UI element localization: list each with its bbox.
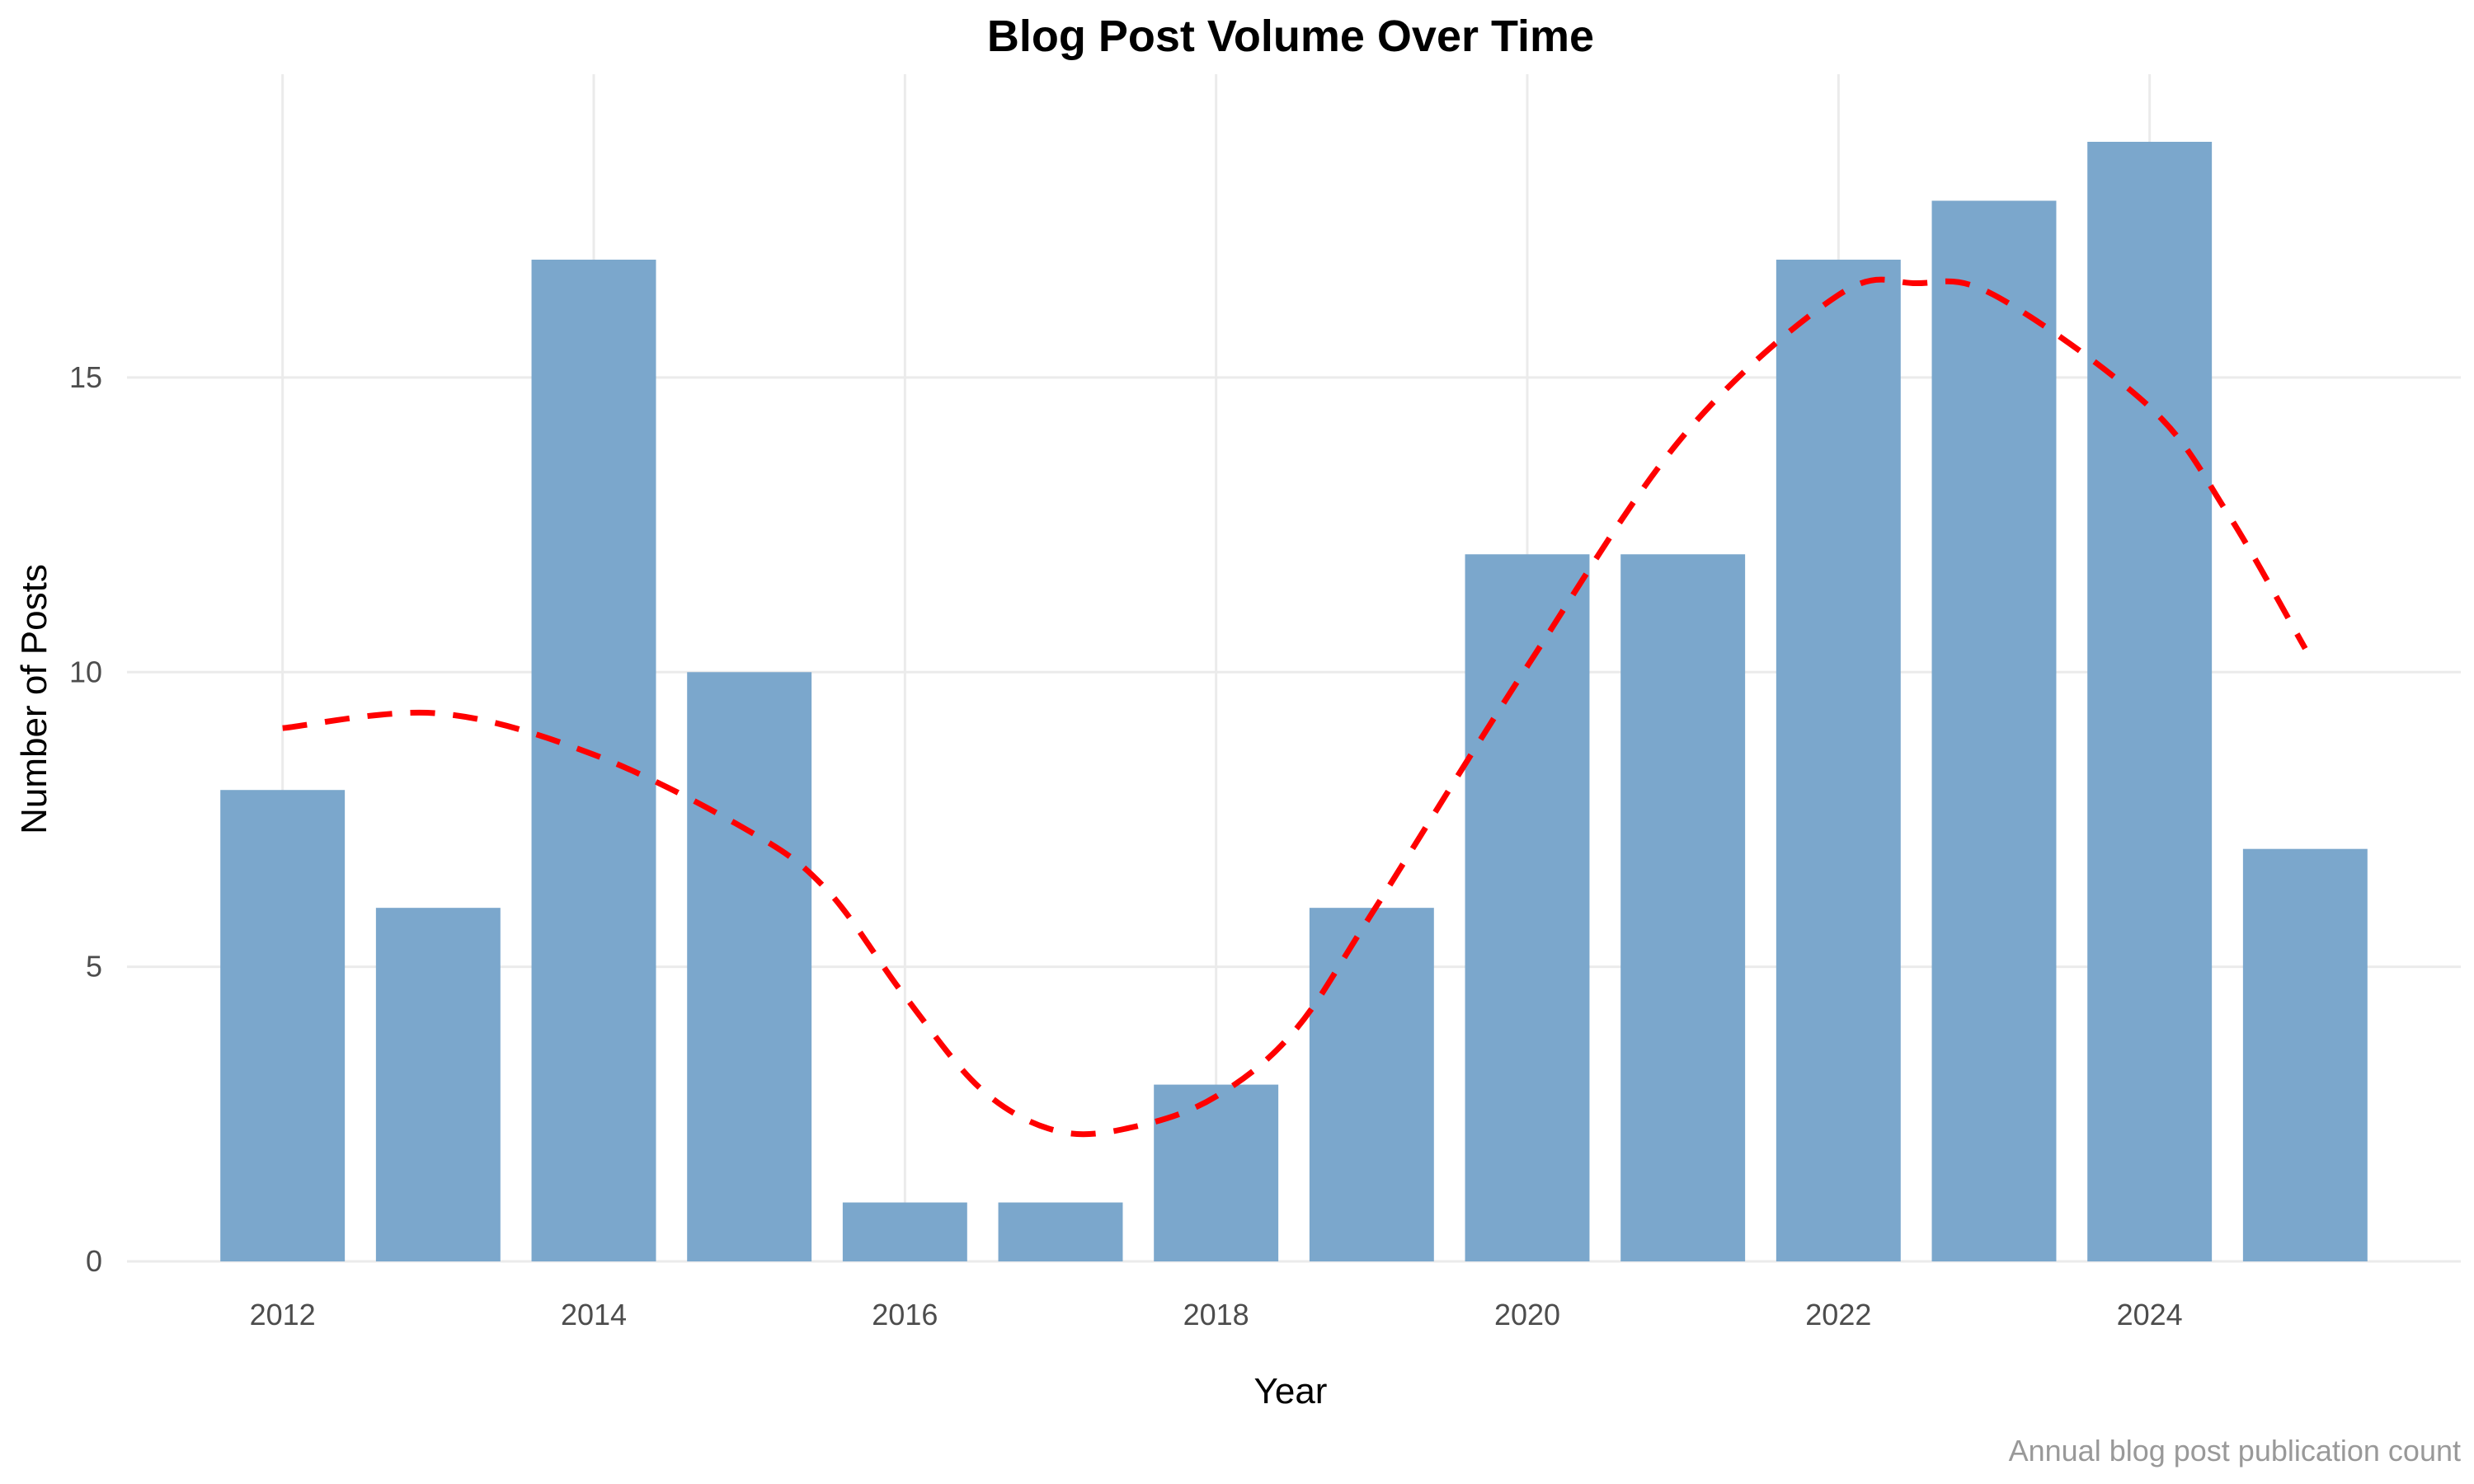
y-tick-label: 15 — [69, 360, 102, 394]
bar-2015 — [687, 672, 812, 1261]
bar-2017 — [998, 1202, 1123, 1261]
x-tick-label: 2016 — [872, 1298, 938, 1331]
x-tick-label: 2014 — [561, 1298, 627, 1331]
bar-2022 — [1776, 259, 1901, 1261]
bar-2020 — [1465, 554, 1590, 1261]
y-axis-title: Number of Posts — [14, 564, 54, 834]
bar-2014 — [531, 259, 656, 1261]
chart-caption: Annual blog post publication count — [2009, 1434, 2461, 1468]
y-tick-label: 0 — [86, 1244, 102, 1278]
bar-2018 — [1154, 1084, 1279, 1261]
bar-layer — [220, 142, 2368, 1262]
bar-2024 — [2087, 142, 2213, 1261]
y-tick-label: 10 — [69, 655, 102, 688]
bar-2019 — [1309, 908, 1434, 1261]
x-tick-label: 2012 — [250, 1298, 316, 1331]
trend-line-layer — [282, 276, 2308, 1138]
x-tick-label: 2022 — [1805, 1298, 1871, 1331]
tick-label-layer: 0 5 10 15 2012 2014 2016 2018 2020 2022 2024 — [69, 360, 2183, 1331]
bar-2016 — [842, 1202, 967, 1261]
trend-line — [282, 276, 2308, 1138]
chart-title: Blog Post Volume Over Time — [987, 12, 1594, 61]
bar-2013 — [375, 908, 501, 1261]
x-tick-label: 2024 — [2117, 1298, 2183, 1331]
bar-2023 — [1931, 200, 2057, 1262]
bar-2012 — [220, 790, 346, 1261]
x-tick-label: 2020 — [1494, 1298, 1560, 1331]
bar-2021 — [1620, 554, 1746, 1261]
bar-2025 — [2242, 848, 2368, 1261]
x-axis-title: Year — [1254, 1371, 1328, 1411]
y-tick-label: 5 — [86, 950, 102, 984]
x-tick-label: 2018 — [1183, 1298, 1249, 1331]
